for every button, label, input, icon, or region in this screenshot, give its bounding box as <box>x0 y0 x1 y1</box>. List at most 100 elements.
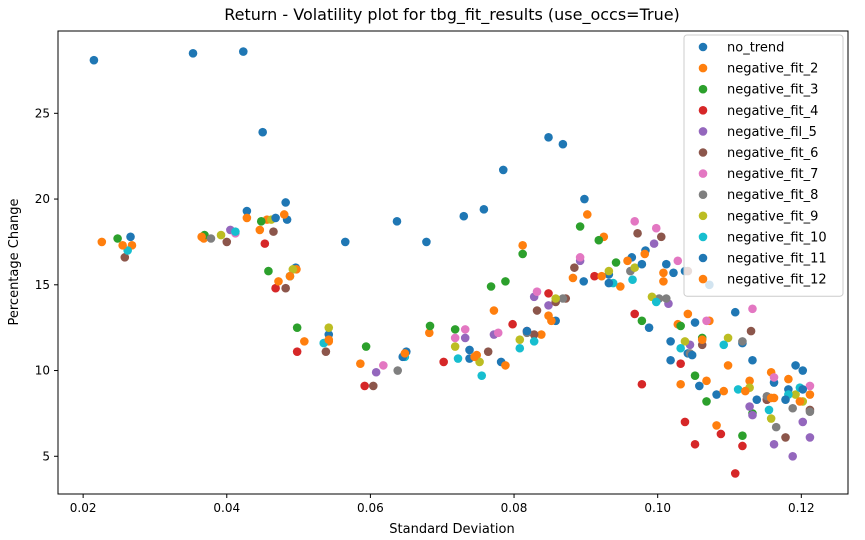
data-point <box>666 337 675 346</box>
data-point <box>242 206 252 216</box>
legend-marker <box>698 211 708 221</box>
data-point <box>238 47 248 56</box>
data-point <box>637 379 647 389</box>
data-point <box>120 253 130 262</box>
data-point <box>666 355 675 365</box>
data-point <box>292 323 302 332</box>
data-point <box>392 217 402 226</box>
data-point <box>532 287 542 296</box>
data-point <box>361 342 371 351</box>
x-axis: 0.02 0.04 0.06 0.08 0.10 0.12 <box>70 494 815 515</box>
data-point <box>766 414 776 423</box>
data-point <box>393 366 403 375</box>
series-negative_fit_4 <box>260 239 772 478</box>
legend-marker <box>698 169 708 178</box>
data-point <box>680 417 690 427</box>
data-point <box>651 223 661 233</box>
data-point <box>529 337 539 346</box>
data-point <box>766 393 776 403</box>
data-point <box>748 355 757 365</box>
data-point <box>683 309 693 319</box>
data-point <box>197 232 206 242</box>
data-point <box>784 374 793 384</box>
legend-item: negative_fit_12 <box>698 273 827 288</box>
data-point <box>379 361 388 370</box>
data-point <box>206 234 216 243</box>
legend-item: negative_fit_6 <box>698 146 818 161</box>
data-point <box>529 330 539 339</box>
data-point <box>676 321 685 331</box>
y-tick-label: 25 <box>35 106 50 120</box>
data-point <box>470 352 479 362</box>
data-point <box>498 165 508 175</box>
y-axis-label: Percentage Change <box>7 198 22 325</box>
data-point <box>662 294 671 303</box>
data-point <box>258 127 267 137</box>
data-point <box>745 402 754 411</box>
data-point <box>712 390 721 399</box>
data-point <box>623 256 632 266</box>
data-point <box>583 210 592 219</box>
legend-label: negative_fit_8 <box>727 188 818 203</box>
data-point <box>271 213 280 223</box>
legend-label: negative_fil_5 <box>727 125 817 140</box>
series-negative_fil_5 <box>226 225 815 461</box>
data-point <box>425 321 435 331</box>
data-point <box>324 323 334 332</box>
data-point <box>264 266 273 276</box>
data-point <box>422 237 431 247</box>
data-point <box>769 373 779 382</box>
legend-item: negative_fit_3 <box>698 83 818 98</box>
data-point <box>723 333 733 343</box>
legend-item: negative_fit_9 <box>698 209 818 224</box>
data-point <box>716 429 726 439</box>
series-negative_fit_11 <box>271 213 808 404</box>
data-point <box>126 232 135 242</box>
data-point <box>697 335 707 344</box>
data-point <box>460 325 470 334</box>
data-point <box>281 283 290 293</box>
data-point <box>640 249 650 259</box>
data-point <box>537 330 546 339</box>
data-point <box>269 227 278 236</box>
series-negative_fit_7 <box>231 217 815 391</box>
data-point <box>738 431 747 440</box>
data-point <box>712 421 721 430</box>
data-point <box>570 263 579 272</box>
data-point <box>745 376 754 386</box>
data-point <box>738 337 747 346</box>
legend-label: negative_fit_10 <box>727 230 827 245</box>
data-point <box>637 259 647 269</box>
series-negative_fit_9 <box>216 215 808 423</box>
data-point <box>222 237 232 247</box>
data-point <box>501 277 510 286</box>
data-point <box>324 335 334 344</box>
data-point <box>781 433 790 442</box>
data-point <box>649 239 659 248</box>
data-point <box>518 241 527 250</box>
data-point <box>231 227 240 236</box>
data-point <box>594 235 604 245</box>
data-point <box>676 379 685 389</box>
data-point <box>690 318 700 327</box>
data-point <box>590 271 599 281</box>
data-point <box>676 343 685 353</box>
data-point <box>450 325 460 334</box>
data-point <box>748 410 757 420</box>
series-negative_fit_12 <box>118 232 805 406</box>
legend-marker <box>698 127 708 136</box>
data-point <box>558 294 568 303</box>
data-point <box>798 417 808 427</box>
chart-title: Return - Volatility plot for tbg_fit_res… <box>224 5 680 25</box>
data-point <box>702 376 711 386</box>
data-point <box>597 271 606 281</box>
legend-label: no_trend <box>727 41 784 56</box>
legend-marker <box>698 63 708 73</box>
data-point <box>501 361 510 370</box>
data-point <box>256 217 266 226</box>
legend-box <box>683 34 844 297</box>
data-point <box>515 343 525 353</box>
data-point <box>695 381 704 391</box>
legend-label: negative_fit_3 <box>727 83 818 98</box>
